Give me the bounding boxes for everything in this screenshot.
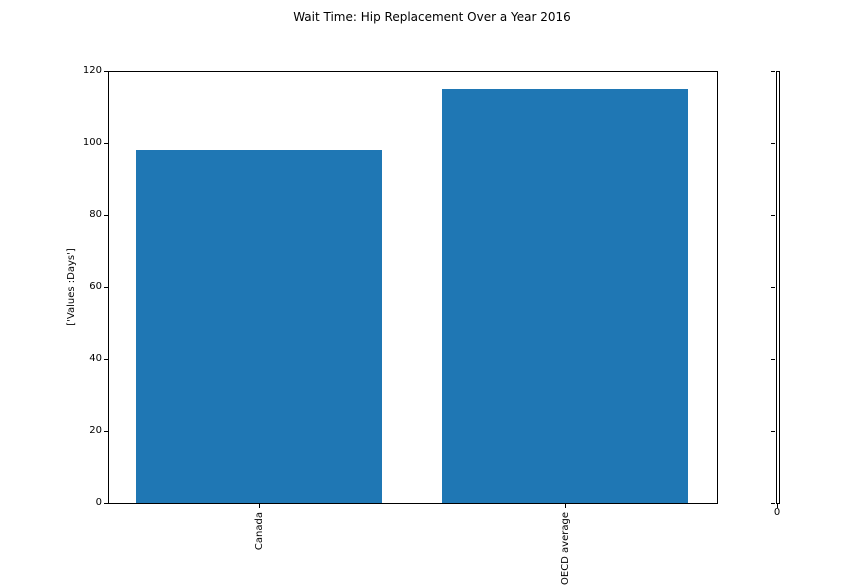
- x-tick-mark: [259, 504, 260, 508]
- y-tick-mark: [104, 143, 108, 144]
- y-tick-label: 20: [89, 425, 102, 436]
- secondary-y-tick-mark: [771, 359, 775, 360]
- chart-title: Wait Time: Hip Replacement Over a Year 2…: [293, 10, 571, 24]
- y-tick-mark: [104, 431, 108, 432]
- y-tick-mark: [104, 71, 108, 72]
- secondary-axis-tick-label: 0: [773, 507, 781, 518]
- secondary-y-tick-mark: [771, 287, 775, 288]
- x-tick-label-canada: Canada: [254, 512, 265, 551]
- y-tick-mark: [104, 359, 108, 360]
- secondary-y-tick-mark: [771, 143, 775, 144]
- plot-area: [108, 71, 718, 504]
- secondary-y-tick-mark: [771, 503, 775, 504]
- y-tick-mark: [104, 503, 108, 504]
- y-tick-label: 60: [89, 281, 102, 292]
- y-tick-label: 100: [82, 137, 102, 148]
- y-tick-mark: [104, 215, 108, 216]
- secondary-x-tick-mark: [777, 504, 778, 508]
- secondary-y-tick-mark: [771, 431, 775, 432]
- y-tick-label: 40: [89, 353, 102, 364]
- secondary-y-tick-mark: [771, 71, 775, 72]
- bar-canada: [136, 150, 382, 503]
- y-tick-label: 120: [82, 65, 102, 76]
- y-tick-label: 0: [95, 497, 102, 508]
- secondary-y-tick-mark: [771, 215, 775, 216]
- x-tick-mark: [565, 504, 566, 508]
- y-tick-label: 80: [89, 209, 102, 220]
- y-tick-mark: [104, 287, 108, 288]
- secondary-axes: [776, 71, 780, 504]
- bar-oecd-average: [442, 89, 688, 503]
- x-tick-label-oecd-average: OECD average: [560, 512, 571, 585]
